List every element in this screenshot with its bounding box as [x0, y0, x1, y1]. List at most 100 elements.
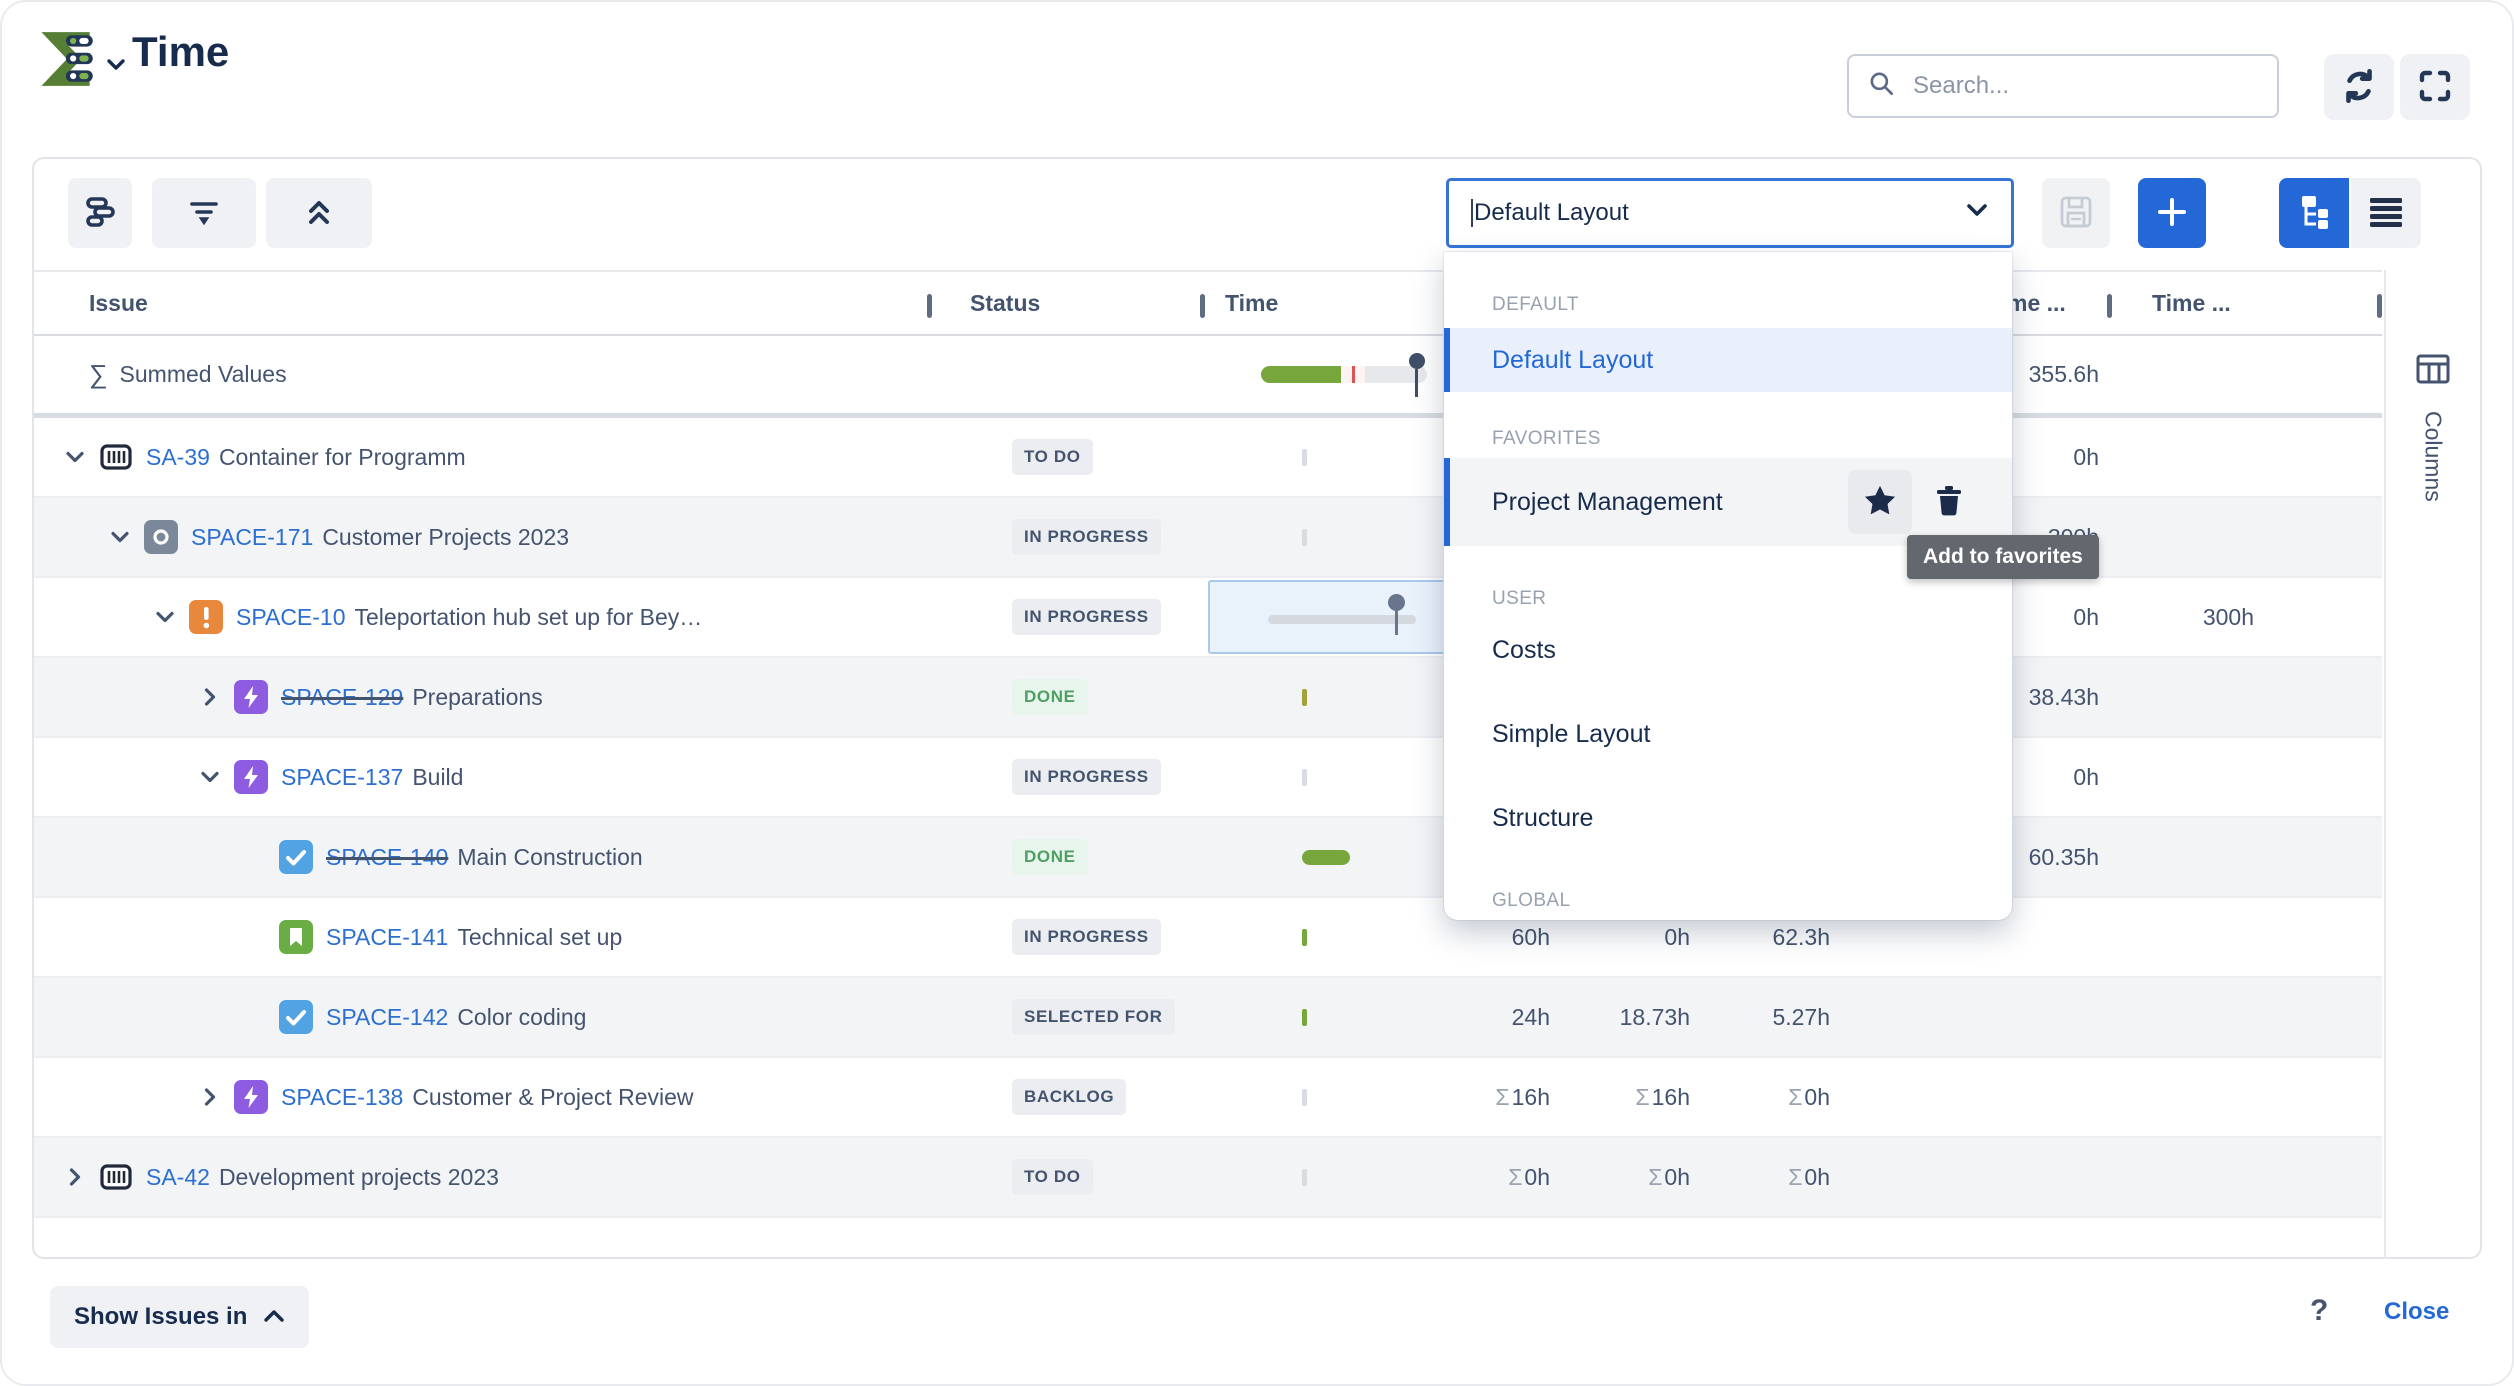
status-badge[interactable]: SELECTED FOR [1012, 999, 1175, 1035]
status-badge[interactable]: BACKLOG [1012, 1079, 1127, 1115]
column-separator[interactable] [1200, 294, 1205, 318]
status-badge[interactable]: IN PROGRESS [1012, 919, 1161, 955]
time-value-cell [2268, 818, 2382, 896]
time-value-cell: Σ 0h [1788, 1163, 1830, 1190]
fullscreen-button[interactable] [2400, 54, 2470, 120]
issue-key-link[interactable]: SPACE-138 [281, 1083, 404, 1110]
table-columns-icon [2416, 270, 2450, 389]
slider-track[interactable] [1268, 615, 1416, 624]
dropdown-item-simple-layout[interactable]: Simple Layout [1492, 719, 1651, 748]
search-box[interactable] [1847, 54, 2279, 118]
columns-rail-toggle[interactable]: Columns [2384, 270, 2480, 1259]
refresh-icon [2339, 66, 2379, 109]
issue-row-space-142[interactable]: SPACE-142 Color coding SELECTED FOR 24h 18.7… [34, 978, 2382, 1058]
help-button[interactable]: ? [2310, 1294, 2329, 1327]
chevron-down-icon[interactable] [150, 606, 180, 628]
issue-row-space-137[interactable]: SPACE-137 Build IN PROGRESS 0h [34, 738, 2382, 818]
status-badge[interactable]: IN PROGRESS [1012, 599, 1161, 635]
close-button[interactable]: Close [2384, 1298, 2450, 1325]
summed-values-label: Summed Values [119, 361, 287, 387]
status-badge[interactable]: TO DO [1012, 1159, 1093, 1195]
epic-issue-type-icon [233, 1079, 269, 1115]
issue-summary: Container for Programm [218, 443, 466, 470]
group-by-button[interactable] [68, 178, 132, 248]
time-value-cell: 60.35h [2028, 843, 2099, 870]
issue-key-link[interactable]: SPACE-140 [326, 843, 449, 870]
issue-key-link[interactable]: SPACE-141 [326, 923, 449, 950]
issue-key-link[interactable]: SPACE-137 [281, 763, 404, 790]
program-issue-type-icon [98, 439, 134, 475]
dropdown-item-structure[interactable]: Structure [1492, 803, 1594, 832]
search-input[interactable] [1911, 71, 2259, 101]
time-progress-bar[interactable] [1261, 353, 1427, 397]
dropdown-section-favorites: FAVORITES [1492, 428, 1601, 449]
issue-key-link[interactable]: SPACE-142 [326, 1003, 449, 1030]
column-header-spare[interactable] [2268, 272, 2382, 334]
issue-key-link[interactable]: SA-42 [146, 1163, 210, 1190]
tree-view-toggle-button[interactable] [2279, 178, 2349, 248]
issue-row-space-129[interactable]: SPACE-129 Preparations DONE 38.43h [34, 658, 2382, 738]
refresh-button[interactable] [2324, 54, 2394, 120]
issue-key-link[interactable]: SA-39 [146, 443, 210, 470]
progress-done-segment [1261, 366, 1341, 383]
status-badge[interactable]: DONE [1012, 679, 1088, 715]
issue-key-link[interactable]: SPACE-171 [191, 523, 314, 550]
column-header-status[interactable]: Status [932, 272, 1205, 334]
structure-switcher-chevron-icon[interactable] [106, 58, 126, 77]
time-value-cell [2112, 1138, 2268, 1216]
time-value-cell [2112, 738, 2268, 816]
time-tick [1302, 528, 1307, 546]
status-badge[interactable]: IN PROGRESS [1012, 519, 1161, 555]
show-issues-in-button[interactable]: Show Issues in [50, 1286, 310, 1348]
list-view-toggle-button[interactable] [2351, 178, 2421, 248]
time-value-cell [2112, 498, 2268, 576]
add-layout-button[interactable] [2138, 178, 2206, 248]
column-header-time-3[interactable]: Time ... [2152, 289, 2231, 316]
add-to-favorites-button[interactable] [1848, 470, 1912, 534]
dropdown-item-project-management[interactable]: Project Management [1444, 458, 2012, 546]
chevron-down-icon[interactable] [195, 766, 225, 788]
progress-pin-handle[interactable] [1409, 353, 1425, 397]
alert-issue-type-icon [188, 599, 224, 635]
structure-logo-icon[interactable] [38, 28, 100, 90]
chevron-right-icon[interactable] [195, 1086, 225, 1108]
issue-summary: Development projects 2023 [218, 1163, 499, 1190]
time-value-cell [1842, 1138, 2112, 1216]
column-separator[interactable] [927, 294, 932, 318]
chevron-down-icon[interactable] [60, 446, 90, 468]
collapse-all-button[interactable] [266, 178, 372, 248]
chevron-right-icon[interactable] [195, 686, 225, 708]
issue-row-space-138[interactable]: SPACE-138 Customer & Project Review BACKLO… [34, 1058, 2382, 1138]
column-header-time[interactable]: Time [1205, 272, 1464, 334]
filter-button[interactable] [152, 178, 256, 248]
issue-row-space-141[interactable]: SPACE-141 Technical set up IN PROGRESS 60h 0… [34, 898, 2382, 978]
dropdown-item-costs[interactable]: Costs [1492, 635, 1556, 664]
issue-key-link[interactable]: SPACE-129 [281, 683, 404, 710]
issue-key-link[interactable]: SPACE-10 [236, 603, 346, 630]
column-separator[interactable] [2377, 294, 2382, 318]
task-issue-type-icon [278, 999, 314, 1035]
save-layout-button[interactable] [2042, 178, 2110, 248]
delete-layout-button[interactable] [1926, 482, 1972, 523]
issue-row-space-10[interactable]: SPACE-10 Teleportation hub set up for Bey… [34, 578, 2382, 658]
summed-values-row[interactable]: ∑ Summed Values 355.6h [34, 336, 2382, 418]
status-badge[interactable]: IN PROGRESS [1012, 759, 1161, 795]
column-header-issue[interactable]: Issue [34, 272, 932, 334]
issue-row-sa-42[interactable]: SA-42 Development projects 2023 TO DO Σ 0h Σ 0… [34, 1138, 2382, 1218]
slider-pin-handle[interactable] [1388, 594, 1405, 635]
status-badge[interactable]: DONE [1012, 839, 1088, 875]
layout-select[interactable]: Default Layout [1446, 178, 2014, 248]
issue-row-sa-39[interactable]: SA-39 Container for Programm TO DO 0h [34, 418, 2382, 498]
time-slider-cell[interactable] [1208, 580, 1455, 654]
column-separator[interactable] [2107, 294, 2112, 318]
time-value-cell: 62.3h [1772, 923, 1830, 950]
chevron-right-icon[interactable] [60, 1166, 90, 1188]
status-badge[interactable]: TO DO [1012, 439, 1093, 475]
time-value-cell [2268, 658, 2382, 736]
chevron-down-icon[interactable] [105, 526, 135, 548]
epic-issue-type-icon [233, 679, 269, 715]
dropdown-item-default-layout[interactable]: Default Layout [1444, 328, 2012, 392]
issue-row-space-140[interactable]: SPACE-140 Main Construction DONE 60.35h [34, 818, 2382, 898]
trash-icon [1932, 483, 1966, 522]
